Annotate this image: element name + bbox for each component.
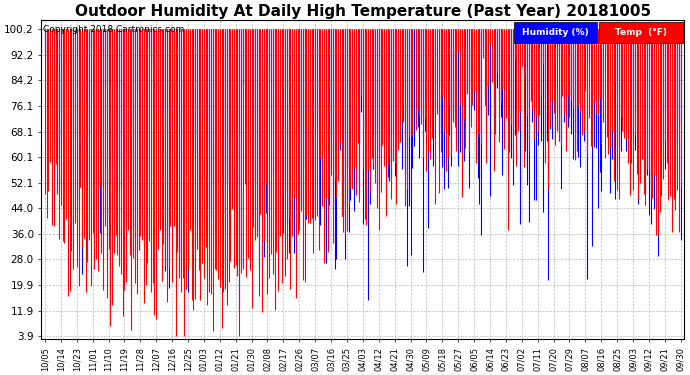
Text: Humidity (%): Humidity (%) xyxy=(522,28,589,37)
Bar xyxy=(599,22,683,43)
Bar xyxy=(514,22,598,43)
Title: Outdoor Humidity At Daily High Temperature (Past Year) 20181005: Outdoor Humidity At Daily High Temperatu… xyxy=(75,4,651,19)
Text: Temp  (°F): Temp (°F) xyxy=(615,28,667,37)
Text: Copyright 2018 Cartronics.com: Copyright 2018 Cartronics.com xyxy=(43,25,184,34)
